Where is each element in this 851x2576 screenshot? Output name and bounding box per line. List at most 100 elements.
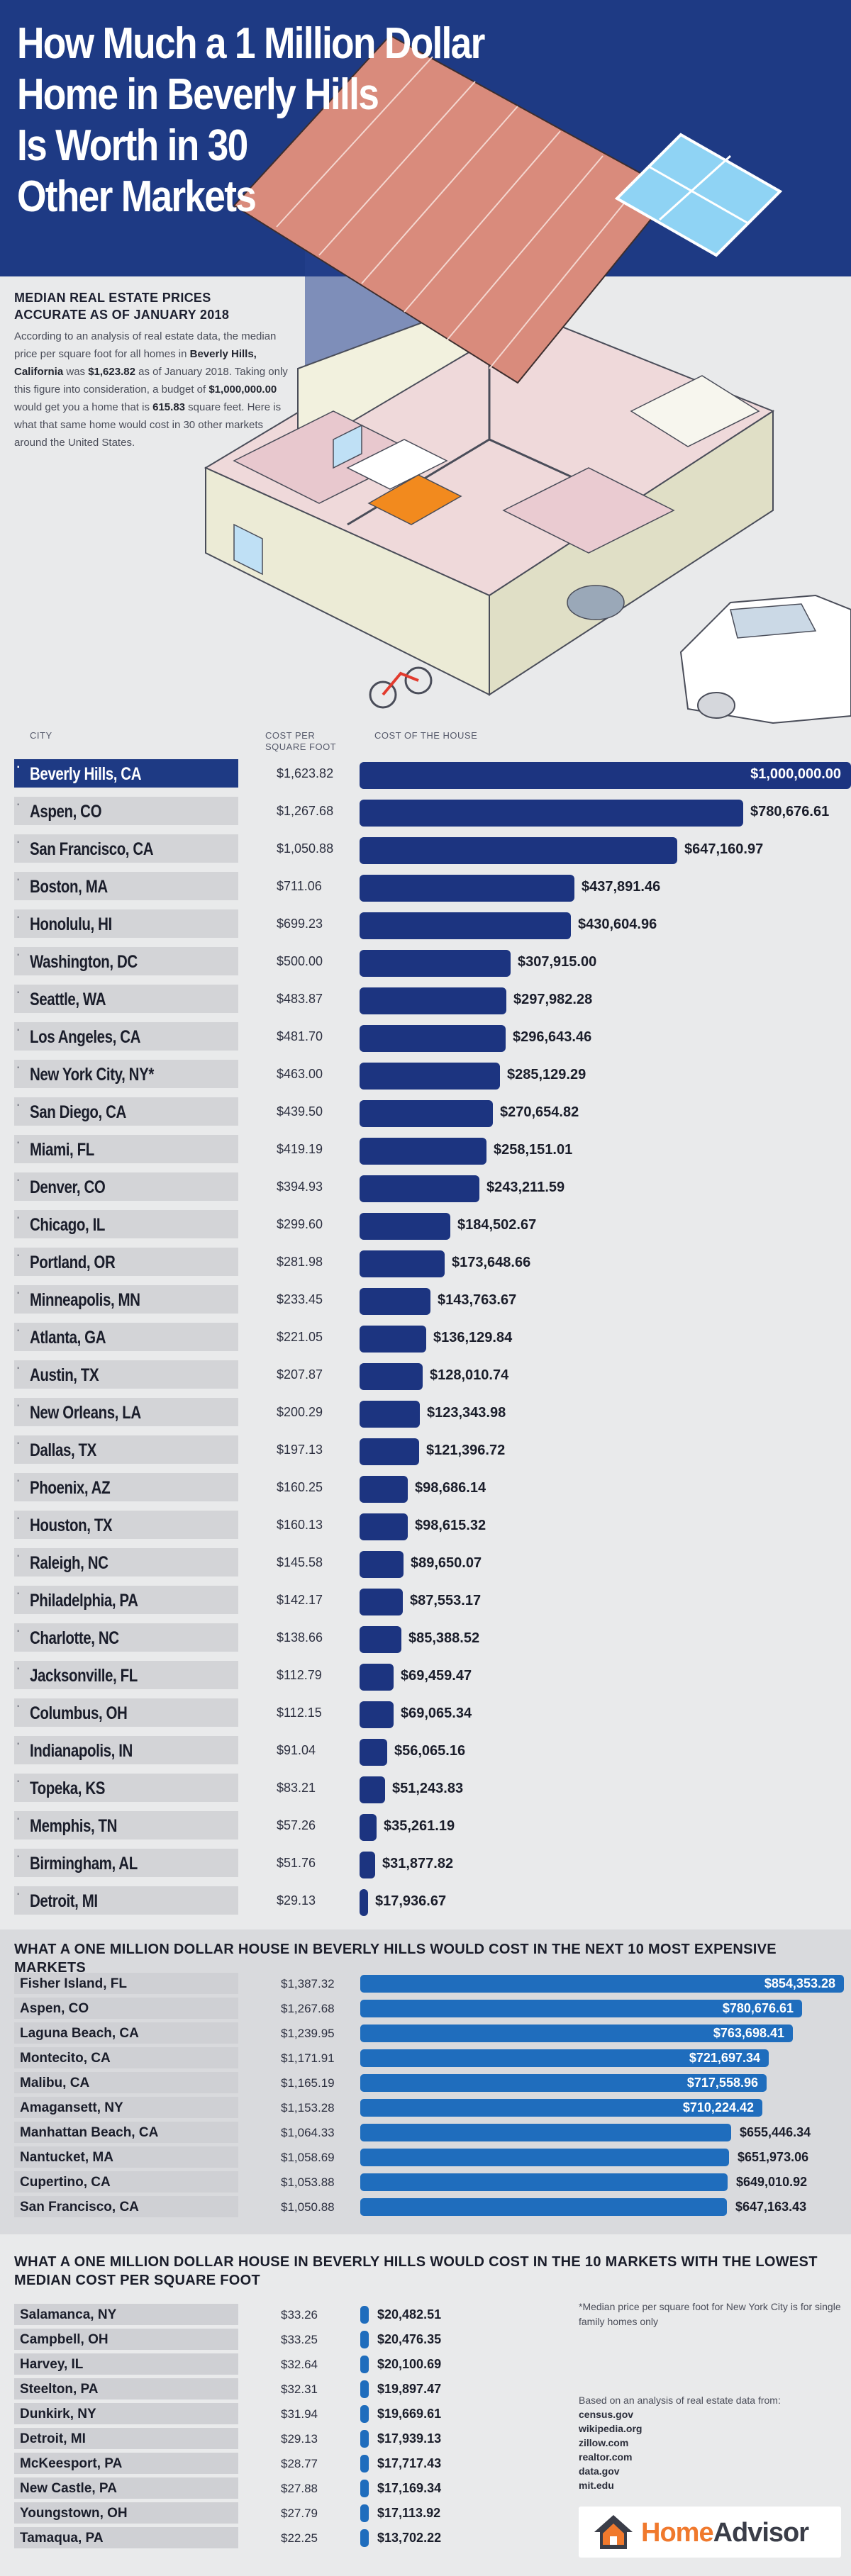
cost-label: $98,686.14 [415,1480,486,1496]
bullet-icon: ▪ [17,876,20,884]
ranking-list: ▪ Beverly Hills, CA $1,623.82 $1,000,000.00… [14,759,851,1924]
bullet-icon: ▪ [17,1289,20,1297]
cost-bar [360,1814,377,1841]
cost-bar [360,912,571,939]
city-name: Honolulu, HI [30,914,112,934]
city-name: Columbus, OH [30,1703,128,1723]
ranking-row: ▪ Denver, CO $394.93 $243,211.59 [14,1172,837,1210]
market-row: Amagansett, NY $1,153.28 $710,224.42 [14,2097,837,2118]
source-item: mit.edu [579,2480,614,2491]
bullet-icon: ▪ [17,1665,20,1673]
price-per-sqft: $29.13 [281,2432,318,2446]
house-illustration [204,34,851,724]
ranking-row: ▪ Birmingham, AL $51.76 $31,877.82 [14,1849,837,1886]
bullet-icon: ▪ [17,1477,20,1485]
price-per-sqft: $33.26 [281,2308,318,2322]
city-label-box: ▪ Memphis, TN [14,1811,238,1839]
city-name: San Francisco, CA [30,839,154,859]
cost-bar [360,1250,445,1277]
cost-label: $285,129.29 [507,1067,586,1082]
cost-bar [360,2099,762,2117]
city-name: Cupertino, CA [20,2175,111,2190]
city-name: Jacksonville, FL [30,1666,138,1686]
cost-bar [360,1551,404,1578]
city-name: Detroit, MI [20,2431,86,2446]
city-name: Youngstown, OH [20,2506,128,2521]
ranking-row: ▪ Memphis, TN $57.26 $35,261.19 [14,1811,837,1849]
city-label-box: Harvey, IL [14,2353,238,2375]
cheap-section-title: WHAT A ONE MILLION DOLLAR HOUSE IN BEVER… [14,2254,818,2288]
cost-label: $56,065.16 [394,1743,466,1759]
ranking-row: ▪ Columbus, OH $112.15 $69,065.34 [14,1698,837,1736]
bullet-icon: ▪ [17,1252,20,1260]
market-row: Campbell, OH $33.25 $20,476.35 [14,2329,837,2350]
ranking-row: ▪ Portland, OR $281.98 $173,648.66 [14,1248,837,1285]
city-name: Philadelphia, PA [30,1591,138,1611]
city-label-box: ▪ Atlanta, GA [14,1323,238,1351]
price-per-sqft: $51.76 [277,1856,316,1870]
market-row: Laguna Beach, CA $1,239.95 $763,698.41 [14,2022,837,2044]
ranking-row: ▪ Indianapolis, IN $91.04 $56,065.16 [14,1736,837,1774]
city-name: Steelton, PA [20,2382,99,2397]
city-label-box: ▪ Los Angeles, CA [14,1022,238,1051]
cost-label: $258,151.01 [494,1142,573,1158]
bullet-icon: ▪ [17,1815,20,1823]
bullet-icon: ▪ [17,1440,20,1447]
cost-label: $17,717.43 [377,2456,442,2470]
city-label-box: Aspen, CO [14,1998,238,2019]
ranking-row: ▪ Austin, TX $207.87 $128,010.74 [14,1360,837,1398]
cost-label: $98,615.32 [415,1518,486,1533]
price-per-sqft: $483.87 [277,992,323,1006]
price-per-sqft: $145.58 [277,1555,323,1569]
cost-bar [360,1739,387,1766]
cost-label: $13,702.22 [377,2531,442,2545]
market-row: Manhattan Beach, CA $1,064.33 $655,446.34 [14,2122,837,2143]
city-label-box: ▪ Indianapolis, IN [14,1736,238,1764]
bullet-icon: ▪ [17,1740,20,1748]
price-per-sqft: $112.79 [277,1668,322,1682]
expensive-section-title: WHAT A ONE MILLION DOLLAR HOUSE IN BEVER… [14,1942,777,1976]
market-row: New Castle, PA $27.88 $17,169.34 [14,2477,837,2499]
ranking-row: ▪ Phoenix, AZ $160.25 $98,686.14 [14,1473,837,1511]
cost-bar [360,2455,369,2473]
city-label-box: ▪ Jacksonville, FL [14,1661,238,1689]
price-per-sqft: $91.04 [277,1743,316,1757]
city-label-box: ▪ Beverly Hills, CA [14,759,238,788]
city-label-box: ▪ Honolulu, HI [14,909,238,938]
cost-bar [360,1476,408,1503]
city-label-box: Amagansett, NY [14,2097,238,2118]
cost-bar [360,2173,728,2191]
market-row: Steelton, PA $32.31 $19,897.47 [14,2378,837,2399]
house-logo-icon [594,2515,633,2549]
cost-label: $780,676.61 [722,2001,794,2015]
price-per-sqft: $1,387.32 [281,1977,335,1990]
cost-bar [360,2480,369,2497]
market-row: Aspen, CO $1,267.68 $780,676.61 [14,1998,837,2019]
price-per-sqft: $160.13 [277,1518,323,1532]
cost-bar [360,987,506,1014]
price-per-sqft: $29.13 [277,1893,316,1908]
price-per-sqft: $481.70 [277,1029,323,1043]
city-label-box: ▪ Austin, TX [14,1360,238,1389]
cost-label: $297,982.28 [513,992,593,1007]
cost-label: $17,169.34 [377,2481,442,2495]
cost-label: $296,643.46 [513,1029,592,1045]
city-label-box: ▪ San Diego, CA [14,1097,238,1126]
city-name: Aspen, CO [30,802,102,822]
cost-label: $85,388.52 [408,1630,480,1646]
cost-bar [360,1513,408,1540]
city-name: Manhattan Beach, CA [20,2125,159,2140]
cost-label: $51,243.83 [392,1781,464,1796]
city-label-box: McKeesport, PA [14,2453,238,2474]
intro-paragraph: According to an analysis of real estate … [14,330,288,449]
market-row: Salamanca, NY $33.26 $20,482.51 [14,2304,837,2325]
cost-bar [360,1589,403,1615]
column-header-cost: COST OF THE HOUSE [374,730,478,741]
city-name: Topeka, KS [30,1779,106,1798]
cost-label: $69,065.34 [401,1706,472,1721]
city-label-box: ▪ Dallas, TX [14,1435,238,1464]
city-name: Salamanca, NY [20,2307,117,2322]
cost-bar [360,1138,486,1165]
price-per-sqft: $439.50 [277,1104,323,1119]
city-name: New Orleans, LA [30,1403,141,1423]
